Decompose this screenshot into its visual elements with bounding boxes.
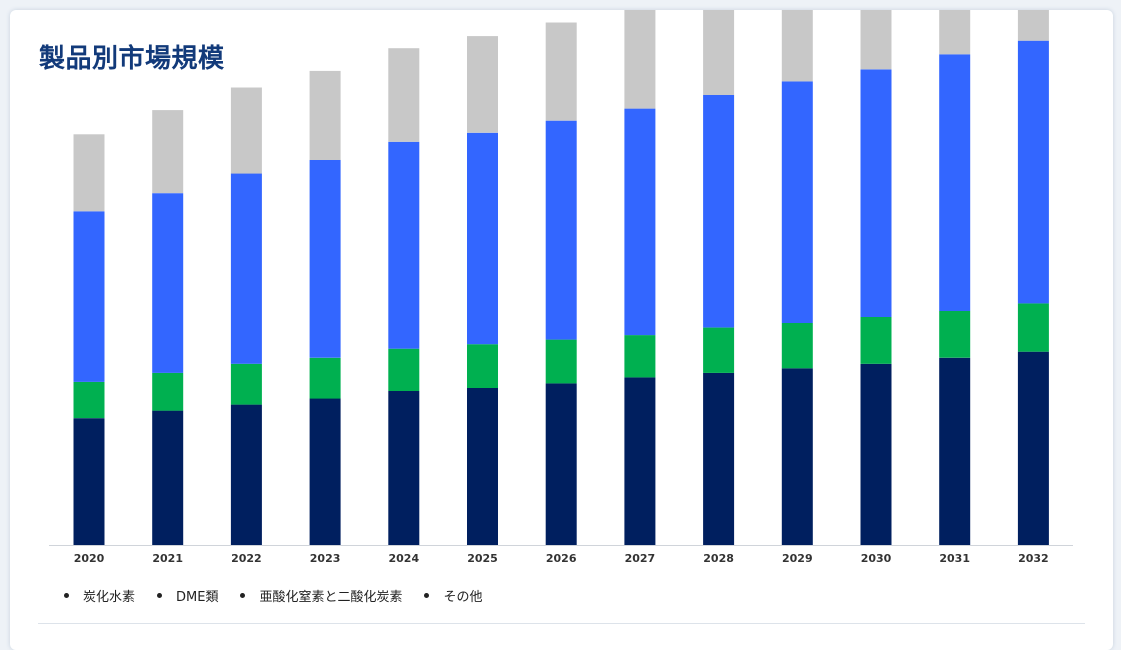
bar-segment-2030-series-1 (860, 317, 892, 364)
bar-segment-2020-series-1 (73, 381, 105, 419)
x-tick-label: 2027 (625, 552, 656, 565)
bar-segment-2032-series-2 (1017, 40, 1049, 304)
bar-segment-2020-series-3 (73, 134, 105, 212)
chart-legend: 炭化水素 DME類 亜酸化窒素と二酸化炭素 その他 (64, 585, 505, 605)
x-tick-label: 2026 (546, 552, 577, 565)
bar-segment-2030-series-2 (860, 69, 892, 318)
bar-segment-2024-series-2 (388, 141, 420, 349)
bar-segment-2029-series-1 (781, 323, 813, 369)
bar-segment-2025-series-3 (467, 36, 498, 133)
bar-segment-2028-series-1 (703, 327, 735, 373)
bar-segment-2029-series-3 (781, 10, 813, 82)
bar-segment-2024-series-0 (388, 391, 420, 545)
bar-segment-2029-series-0 (781, 368, 813, 545)
legend-label: その他 (443, 589, 483, 605)
bar-segment-2026-series-0 (545, 383, 577, 545)
chart-card: 製品別市場規模 2020 2021 2022 2023 2024 2025 2026 2027… (10, 10, 1113, 650)
bar-segment-2026-series-1 (545, 339, 577, 384)
bar-segment-2023-series-3 (309, 70, 341, 160)
bar-segment-2026-series-2 (545, 120, 577, 340)
x-tick-label: 2024 (388, 552, 419, 565)
bar-segment-2030-series-0 (860, 363, 892, 545)
x-tick-label: 2020 (74, 552, 105, 565)
bar-segment-2029-series-2 (781, 81, 813, 324)
bar-segment-2021-series-0 (152, 410, 184, 545)
x-tick-label: 2028 (703, 552, 734, 565)
stacked-bar-chart: 2020 2021 2022 2023 2024 2025 2026 2027 2028 2029… (49, 10, 1073, 565)
bar-segment-2023-series-1 (309, 357, 341, 399)
divider (38, 623, 1085, 624)
x-tick-label: 2022 (231, 552, 262, 565)
bar-segment-2032-series-0 (1017, 351, 1049, 545)
bar-segment-2027-series-0 (624, 377, 656, 545)
bar-segment-2031-series-0 (939, 357, 971, 545)
bar-segment-2030-series-3 (860, 10, 892, 70)
bar-segment-2023-series-0 (309, 398, 341, 545)
bar-segment-2024-series-1 (388, 348, 420, 391)
bar-segment-2025-series-0 (467, 388, 498, 545)
legend-bullet-icon (157, 592, 163, 598)
legend-label: DME類 (176, 589, 219, 605)
x-tick-label: 2025 (467, 552, 498, 565)
bar-segment-2031-series-3 (939, 10, 971, 55)
bar-segment-2022-series-0 (230, 404, 262, 545)
page-title: 製品別市場規模 (39, 44, 225, 74)
bar-segment-2020-series-2 (73, 211, 105, 382)
bar-segment-2028-series-0 (703, 372, 735, 545)
x-tick-label: 2032 (1018, 552, 1049, 565)
bar-segment-2022-series-3 (230, 87, 262, 174)
bar-segment-2031-series-2 (939, 54, 971, 312)
bar-segment-2022-series-1 (230, 363, 262, 405)
legend-bullet-icon (64, 592, 69, 598)
x-tick-label: 2031 (939, 552, 970, 565)
bar-segment-2021-series-3 (152, 110, 184, 194)
x-tick-label: 2030 (861, 552, 892, 565)
bar-segment-2027-series-1 (624, 335, 656, 378)
bar-segment-2024-series-3 (388, 48, 420, 142)
bar-segment-2027-series-2 (624, 108, 656, 336)
bar-segment-2021-series-1 (152, 372, 184, 411)
bar-segment-2025-series-2 (467, 132, 498, 345)
x-tick-label: 2021 (152, 552, 183, 565)
bar-segment-2027-series-3 (624, 10, 656, 109)
legend-label: 亜酸化窒素と二酸化炭素 (259, 589, 403, 605)
legend-bullet-icon (424, 592, 430, 598)
bar-segment-2032-series-1 (1017, 303, 1049, 352)
legend-item: その他 (424, 586, 483, 605)
legend-bullet-icon (240, 592, 246, 598)
bar-segment-2031-series-1 (939, 310, 971, 358)
bar-segment-2032-series-3 (1017, 10, 1049, 41)
bar-segment-2021-series-2 (152, 193, 184, 373)
x-tick-label: 2023 (310, 552, 341, 565)
bar-segment-2025-series-1 (467, 344, 498, 388)
bar-segment-2022-series-2 (230, 173, 262, 364)
legend-item: 炭化水素 (64, 586, 135, 605)
bar-segment-2020-series-0 (73, 418, 105, 545)
bar-segment-2026-series-3 (545, 22, 577, 121)
legend-item: DME類 (157, 586, 218, 605)
legend-item: 亜酸化窒素と二酸化炭素 (240, 586, 402, 605)
legend-label: 炭化水素 (83, 589, 136, 605)
x-tick-label: 2029 (782, 552, 813, 565)
bar-segment-2028-series-2 (703, 95, 735, 328)
bar-segment-2023-series-2 (309, 159, 341, 358)
bar-segment-2028-series-3 (703, 10, 735, 95)
